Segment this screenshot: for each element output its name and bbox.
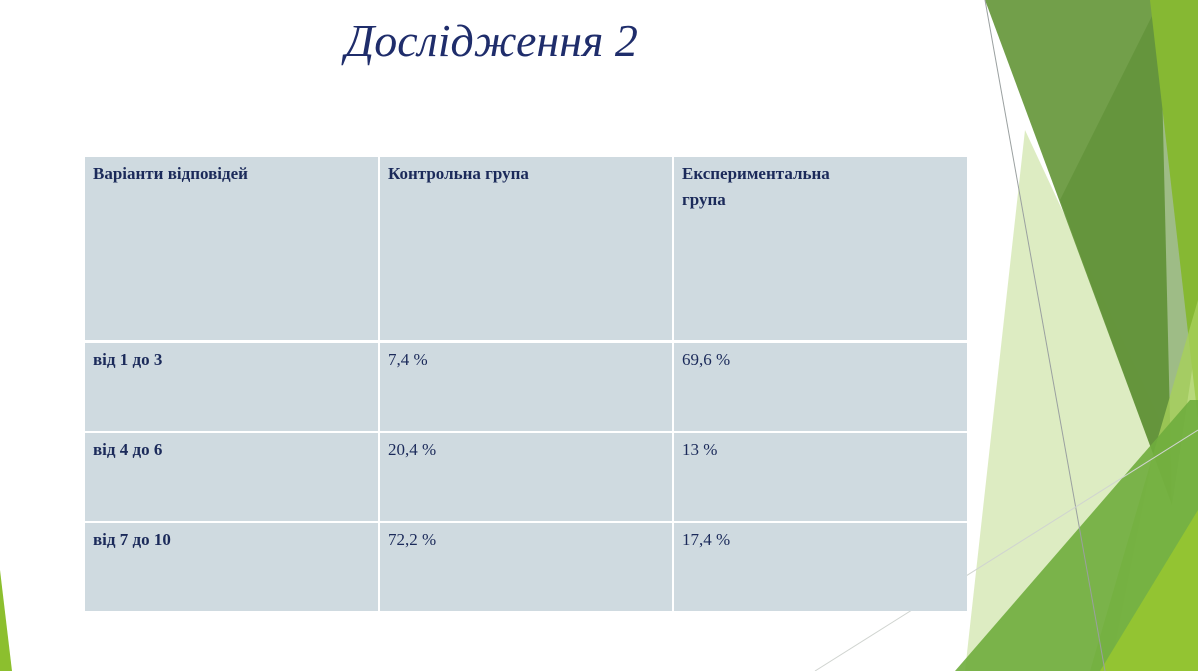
lime-bottom (1100, 510, 1198, 671)
table-row: від 7 до 10 72,2 % 17,4 % (85, 523, 967, 611)
table-row: від 4 до 6 20,4 % 13 % (85, 433, 967, 521)
thin-line-1 (984, 0, 1106, 671)
header-text: Експериментальна група (682, 164, 830, 209)
table-cell: від 1 до 3 (85, 343, 378, 431)
table-cell: від 4 до 6 (85, 433, 378, 521)
table-cell: 20,4 % (380, 433, 672, 521)
olive-dark-overlay (1060, 0, 1198, 505)
table-cell: 17,4 % (674, 523, 967, 611)
table-header-row: Варіанти відповідей Контрольна група Екс… (85, 157, 967, 340)
header-cell: Експериментальна група (674, 157, 967, 340)
table-cell: 7,4 % (380, 343, 672, 431)
table-cell: 72,2 % (380, 523, 672, 611)
table-cell: 13 % (674, 433, 967, 521)
table-cell: 69,6 % (674, 343, 967, 431)
thin-line-2 (814, 429, 1198, 671)
results-table: Варіанти відповідей Контрольна група Екс… (85, 157, 967, 613)
header-cell: Варіанти відповідей (85, 157, 378, 340)
left-green-sliver (0, 570, 12, 671)
lime-strip (1150, 0, 1198, 420)
header-cell: Контрольна група (380, 157, 672, 340)
table-row: від 1 до 3 7,4 % 69,6 % (85, 343, 967, 431)
table-cell: від 7 до 10 (85, 523, 378, 611)
slide-title: Дослідження 2 (345, 15, 638, 66)
